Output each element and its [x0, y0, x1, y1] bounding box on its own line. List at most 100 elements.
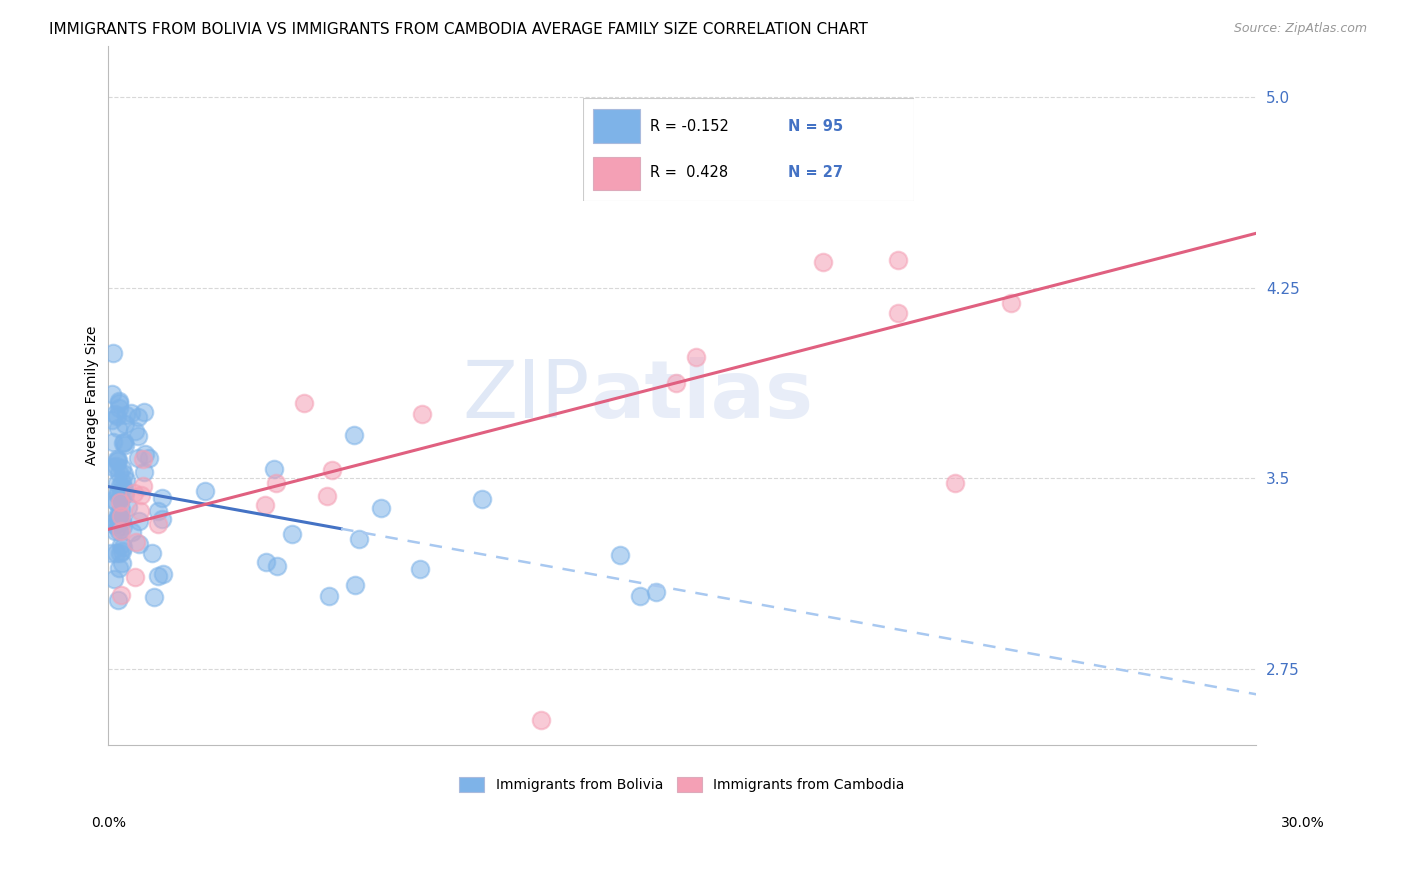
Point: [124, 424, 146, 438]
Point: [107, 509, 129, 524]
Text: R =  0.428: R = 0.428: [650, 165, 728, 180]
Point: [121, 525, 143, 540]
Point: [148, 568, 170, 582]
Point: [254, 555, 277, 569]
Point: [128, 504, 150, 518]
Point: [263, 462, 285, 476]
Text: ZIP: ZIP: [463, 357, 591, 434]
Point: [321, 463, 343, 477]
Point: [105, 453, 128, 467]
Point: [111, 544, 134, 558]
Point: [110, 495, 132, 509]
Point: [107, 513, 129, 527]
Point: [103, 572, 125, 586]
Point: [120, 406, 142, 420]
Point: [104, 459, 127, 474]
Point: [110, 502, 132, 516]
Point: [114, 474, 136, 488]
Point: [105, 451, 128, 466]
Point: [128, 514, 150, 528]
Point: [105, 476, 128, 491]
Point: [108, 524, 131, 538]
Point: [347, 533, 370, 547]
Point: [107, 486, 129, 500]
Point: [101, 386, 124, 401]
Point: [943, 476, 966, 491]
Point: [100, 412, 122, 426]
Point: [127, 410, 149, 425]
Point: [108, 508, 131, 523]
FancyBboxPatch shape: [593, 110, 640, 144]
Point: [112, 467, 135, 482]
Point: [628, 589, 651, 603]
Point: [143, 590, 166, 604]
Point: [107, 507, 129, 521]
Point: [108, 466, 131, 480]
Point: [110, 538, 132, 552]
Point: [114, 487, 136, 501]
Point: [194, 483, 217, 498]
Point: [645, 584, 668, 599]
Point: [107, 394, 129, 409]
Point: [115, 408, 138, 422]
Point: [122, 486, 145, 500]
Point: [292, 396, 315, 410]
Point: [114, 438, 136, 452]
Text: R = -0.152: R = -0.152: [650, 119, 728, 134]
Point: [141, 546, 163, 560]
Point: [107, 560, 129, 574]
Point: [150, 512, 173, 526]
Point: [318, 589, 340, 603]
Point: [110, 491, 132, 506]
Point: [104, 518, 127, 533]
Point: [887, 253, 910, 268]
Point: [887, 306, 910, 320]
Point: [111, 480, 134, 494]
Text: atlas: atlas: [591, 357, 813, 434]
Point: [108, 395, 131, 409]
Point: [124, 570, 146, 584]
FancyBboxPatch shape: [593, 157, 640, 190]
Point: [114, 483, 136, 498]
Point: [370, 501, 392, 516]
Point: [132, 405, 155, 419]
Point: [101, 435, 124, 450]
Point: [117, 500, 139, 514]
Point: [105, 409, 128, 423]
Point: [101, 345, 124, 359]
Point: [107, 421, 129, 435]
Point: [112, 434, 135, 449]
Point: [127, 451, 149, 466]
Point: [125, 534, 148, 549]
Point: [105, 545, 128, 559]
Y-axis label: Average Family Size: Average Family Size: [86, 326, 100, 466]
Point: [127, 429, 149, 443]
Point: [266, 559, 288, 574]
Point: [111, 475, 134, 489]
Point: [111, 519, 134, 533]
Point: [111, 460, 134, 475]
Point: [111, 436, 134, 450]
Point: [146, 517, 169, 532]
Point: [104, 407, 127, 421]
Point: [108, 401, 131, 415]
Point: [793, 159, 815, 173]
Point: [471, 491, 494, 506]
Point: [411, 407, 433, 421]
Point: [100, 546, 122, 560]
Point: [811, 255, 834, 269]
Point: [408, 561, 430, 575]
Point: [343, 578, 366, 592]
Point: [152, 491, 174, 505]
Point: [108, 546, 131, 560]
Point: [111, 514, 134, 528]
Point: [101, 516, 124, 531]
Point: [110, 509, 132, 524]
Point: [107, 511, 129, 525]
Point: [146, 504, 169, 518]
Point: [110, 524, 132, 539]
Point: [107, 452, 129, 467]
Point: [315, 489, 337, 503]
Text: IMMIGRANTS FROM BOLIVIA VS IMMIGRANTS FROM CAMBODIA AVERAGE FAMILY SIZE CORRELAT: IMMIGRANTS FROM BOLIVIA VS IMMIGRANTS FR…: [49, 22, 868, 37]
Point: [104, 524, 127, 538]
